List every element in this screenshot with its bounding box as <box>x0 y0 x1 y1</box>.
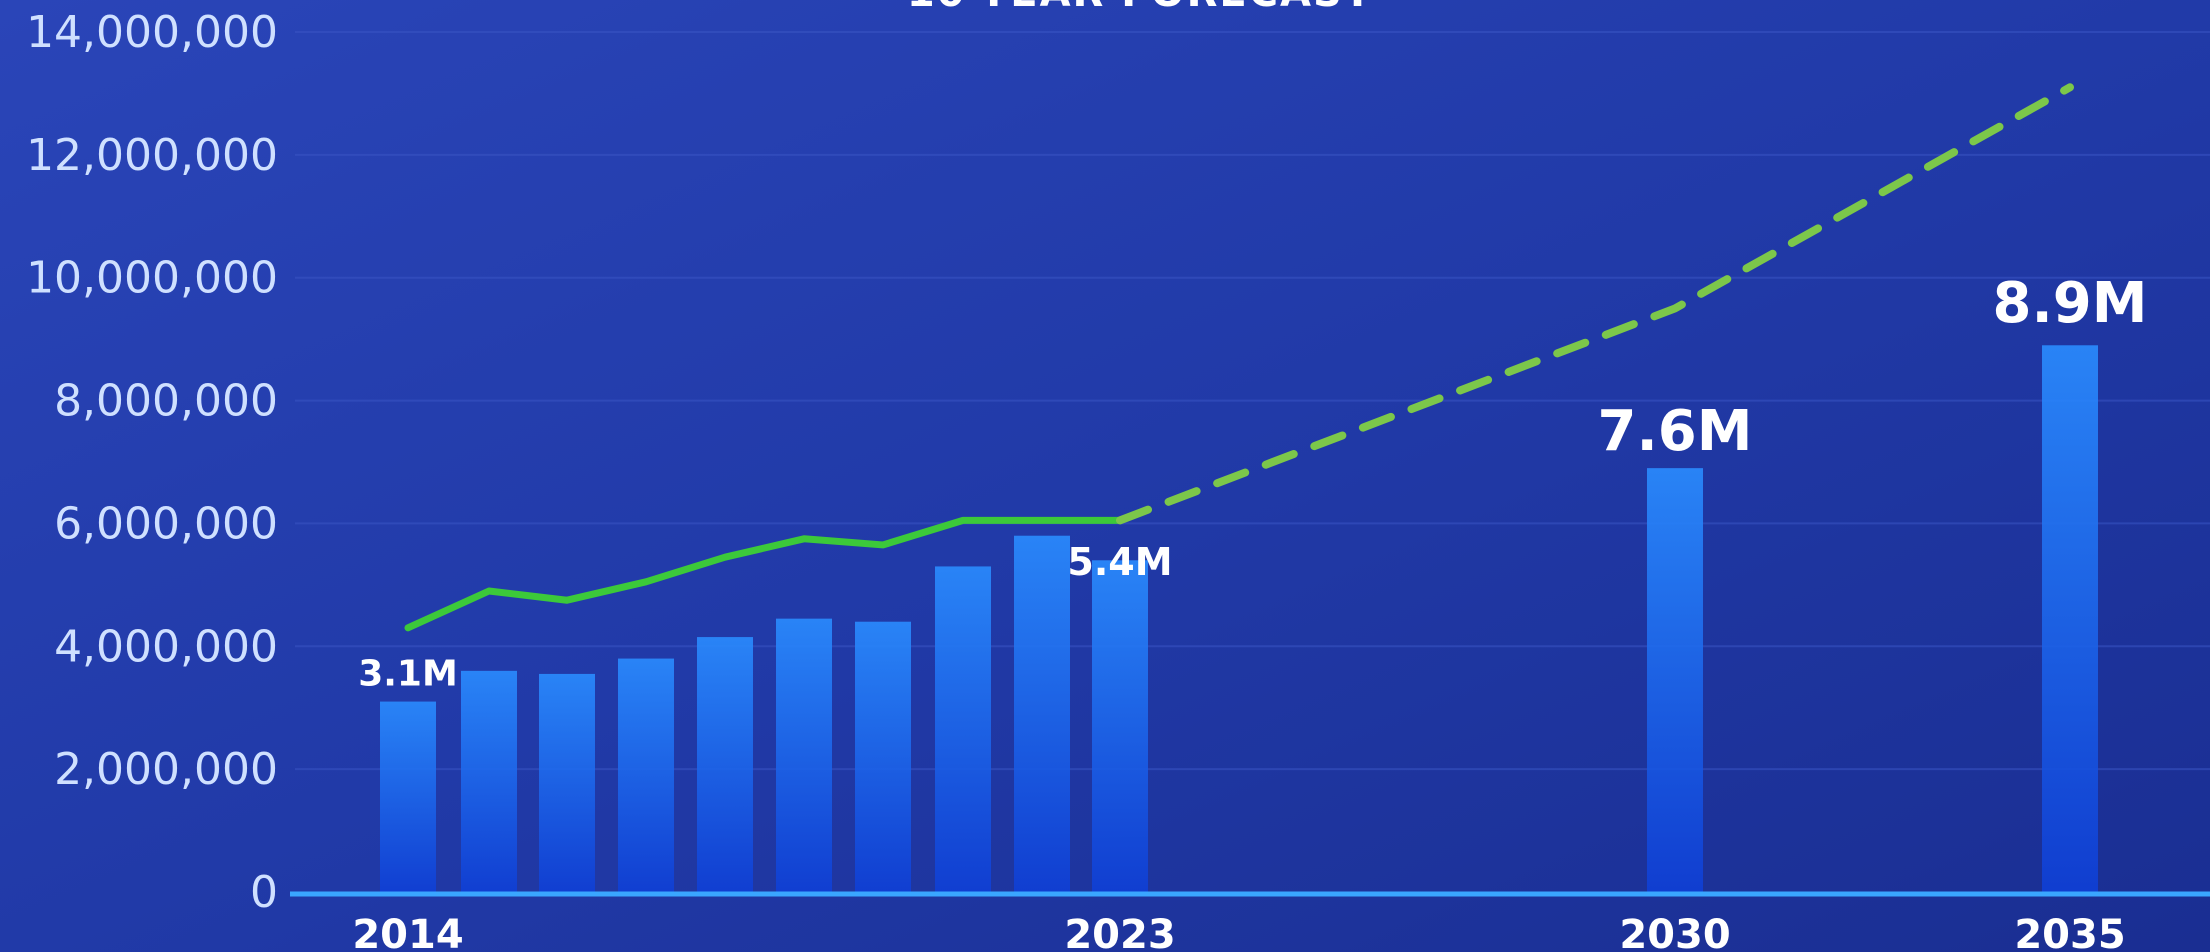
bar <box>1647 468 1703 892</box>
bar <box>855 621 911 892</box>
bar <box>618 658 674 892</box>
data-labels: 3.1M 5.4M 7.6M 8.9M <box>358 271 2147 695</box>
gridlines <box>295 31 2210 771</box>
x-tick-label: 2023 <box>1064 912 1175 952</box>
bar <box>539 673 595 892</box>
title-layer: 10-YEAR FORECAST <box>907 0 1373 16</box>
axes: 0 2,000,000 4,000,000 6,000,000 8,000,000 10,… <box>26 7 2210 952</box>
lines <box>404 83 2074 632</box>
forecast-line <box>1116 83 2074 525</box>
data-label: 3.1M <box>358 654 458 695</box>
y-tick-label: 0 <box>250 867 278 918</box>
y-tick-label: 4,000,000 <box>54 621 278 672</box>
y-tick-label: 10,000,000 <box>26 253 278 304</box>
bars <box>380 345 2098 892</box>
data-label: 8.9M <box>1993 271 2148 336</box>
bar <box>461 670 517 892</box>
chart-title: 10-YEAR FORECAST <box>907 0 1373 16</box>
y-tick-label: 2,000,000 <box>54 744 278 795</box>
bar <box>1014 535 1070 892</box>
bar <box>1092 560 1148 892</box>
bar <box>380 701 436 892</box>
y-tick-label: 8,000,000 <box>54 376 278 427</box>
data-label: 5.4M <box>1067 540 1172 584</box>
bar <box>697 637 753 892</box>
y-tick-label: 12,000,000 <box>26 130 278 181</box>
x-tick-label: 2035 <box>2014 912 2125 952</box>
x-tick-label: 2014 <box>352 912 463 952</box>
bar <box>2042 345 2098 892</box>
data-label: 7.6M <box>1598 399 1753 464</box>
history-line <box>404 516 1124 632</box>
bar <box>776 618 832 892</box>
x-tick-label: 2030 <box>1619 912 1730 952</box>
y-tick-label: 6,000,000 <box>54 498 278 549</box>
bar <box>935 566 991 892</box>
y-tick-label: 14,000,000 <box>26 7 278 58</box>
